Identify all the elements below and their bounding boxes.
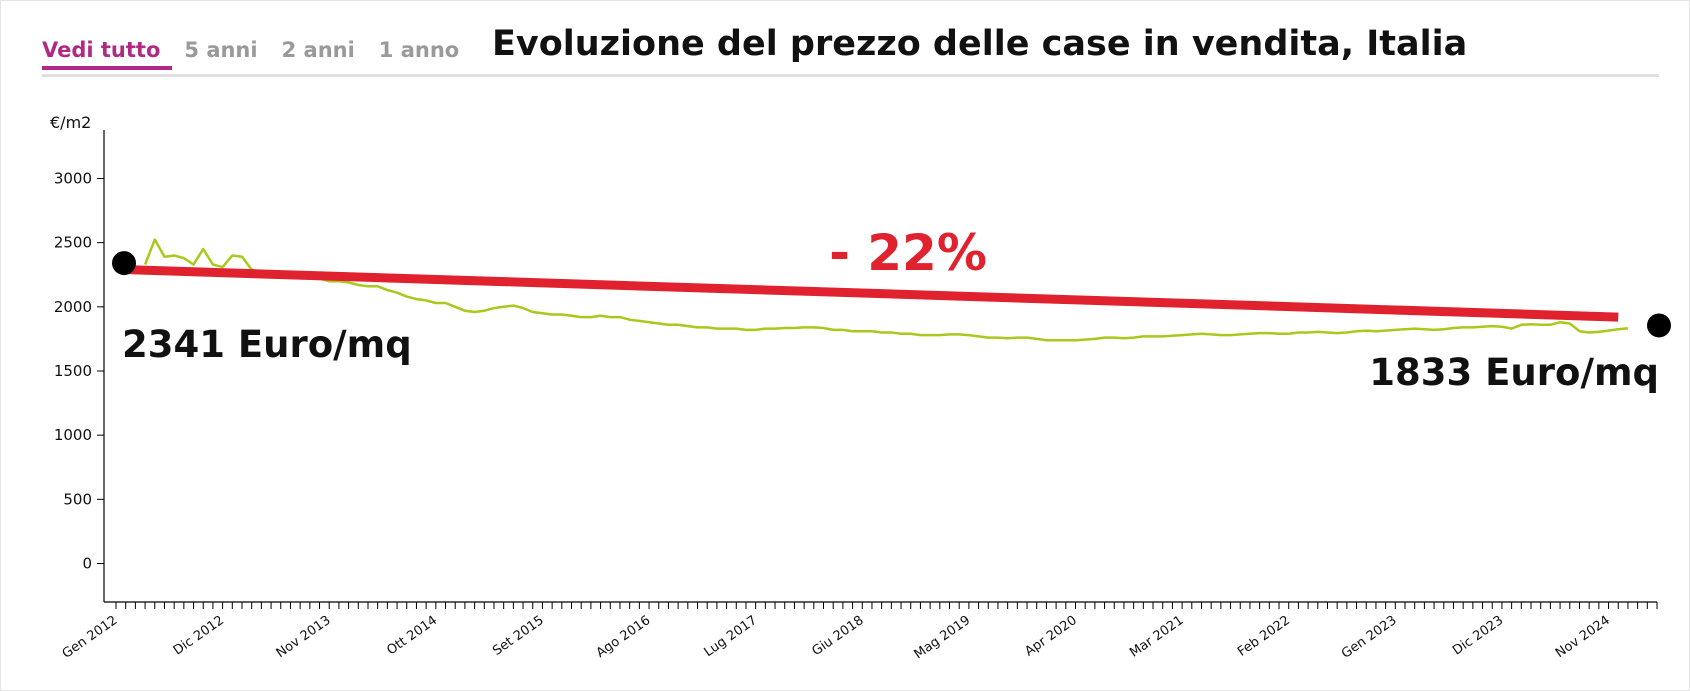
y-axis-label: €/m2 — [50, 113, 91, 132]
y-tick-label: 1000 — [54, 426, 92, 444]
chart-title: Evoluzione del prezzo delle case in vend… — [492, 24, 1468, 64]
x-tick-label: Feb 2022 — [1235, 613, 1293, 660]
x-tick-label: Gen 2023 — [1339, 613, 1400, 662]
x-tick-label: Giu 2018 — [810, 613, 867, 659]
y-tick-label: 2000 — [54, 298, 92, 316]
change-percent-label: - 22% — [829, 224, 987, 282]
x-tick-label: Nov 2013 — [274, 613, 334, 661]
tab-rule-divider — [42, 74, 1659, 77]
x-tick-label: Dic 2023 — [1450, 613, 1506, 659]
time-range-tabs: Vedi tutto 5 anni 2 anni 1 anno — [42, 38, 483, 70]
tab-vedi-tutto[interactable]: Vedi tutto — [42, 38, 173, 70]
trend-line — [125, 265, 1619, 322]
y-tick-label: 500 — [63, 490, 92, 508]
end-value-label: 1833 Euro/mq — [1369, 351, 1659, 394]
tab-5-anni[interactable]: 5 anni — [184, 38, 258, 62]
x-tick-label: Ott 2014 — [384, 613, 440, 658]
x-tick-label: Dic 2012 — [171, 613, 227, 659]
start-marker — [112, 251, 136, 276]
y-tick-label: 0 — [82, 555, 92, 573]
x-tick-label: Apr 2020 — [1022, 613, 1080, 660]
y-tick-label: 3000 — [54, 170, 92, 188]
tab-1-anno[interactable]: 1 anno — [378, 38, 460, 62]
price-series-line — [143, 238, 1629, 342]
x-tick-label: Mag 2019 — [912, 613, 974, 662]
x-tick-label: Nov 2024 — [1553, 613, 1613, 661]
start-value-label: 2341 Euro/mq — [122, 323, 412, 366]
x-tick-label: Ago 2016 — [594, 613, 654, 661]
x-tick-label: Gen 2012 — [60, 613, 121, 662]
y-tick-label: 1500 — [54, 362, 92, 380]
end-marker — [1647, 313, 1671, 338]
x-tick-label: Lug 2017 — [702, 613, 760, 660]
y-tick-label: 2500 — [54, 234, 92, 252]
x-tick-label: Set 2015 — [490, 613, 547, 659]
x-tick-label: Mar 2021 — [1127, 613, 1186, 661]
tab-2-anni[interactable]: 2 anni — [281, 38, 355, 62]
